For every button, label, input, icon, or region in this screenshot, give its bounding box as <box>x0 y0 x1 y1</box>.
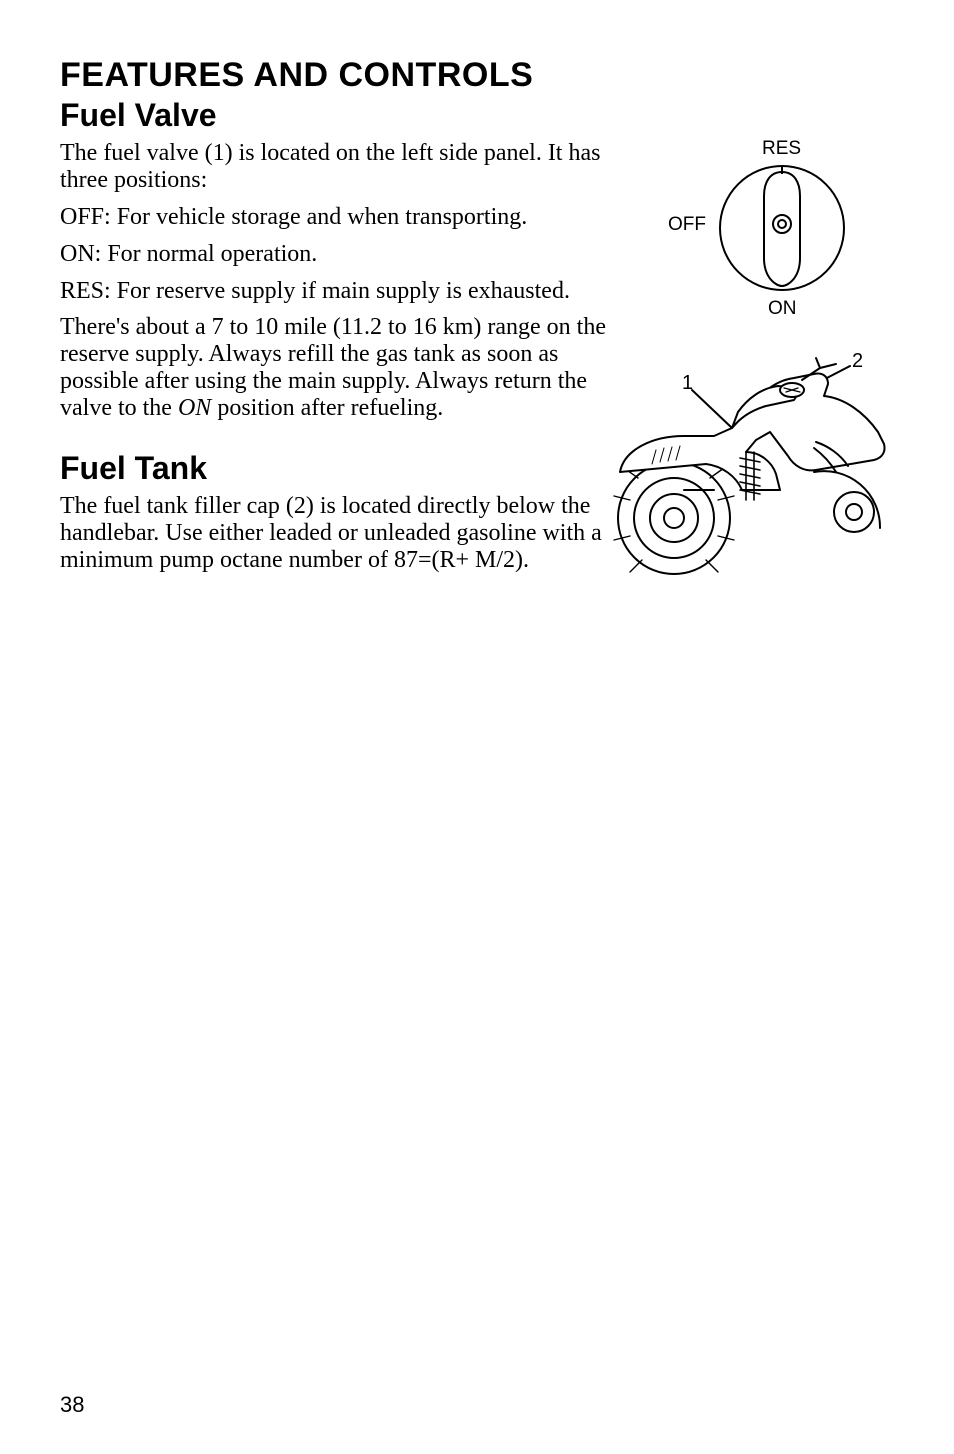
fuel-tank-body: The fuel tank filler cap (2) is located … <box>60 493 610 574</box>
valve-label-on: ON <box>768 298 797 320</box>
page: FEATURES AND CONTROLS Fuel Valve The fue… <box>0 0 954 1454</box>
heading-features-and-controls: FEATURES AND CONTROLS <box>60 56 894 95</box>
fuel-valve-on: ON: For normal operation. <box>60 241 610 268</box>
fuel-valve-off: OFF: For vehicle storage and when transp… <box>60 204 610 231</box>
fuel-valve-range-c: position after refueling. <box>211 395 443 421</box>
fuel-valve-intro: The fuel valve (1) is located on the lef… <box>60 140 610 194</box>
valve-label-off: OFF <box>668 214 706 236</box>
fuel-valve-diagram: RES OFF ON <box>664 138 864 328</box>
fuel-valve-res: RES: For reserve supply if main supply i… <box>60 278 610 305</box>
atv-label-2: 2 <box>852 350 863 373</box>
atv-icon <box>564 340 904 590</box>
fuel-tank-p1: The fuel tank filler cap (2) is located … <box>60 493 610 574</box>
atv-label-1: 1 <box>682 372 693 395</box>
fuel-valve-body: The fuel valve (1) is located on the lef… <box>60 140 610 422</box>
heading-fuel-valve: Fuel Valve <box>60 97 894 134</box>
page-number: 38 <box>60 1392 84 1418</box>
atv-diagram: 1 2 <box>564 340 904 590</box>
fuel-valve-range: There's about a 7 to 10 mile (11.2 to 16… <box>60 314 610 422</box>
fuel-valve-range-on-italic: ON <box>178 395 211 421</box>
valve-label-res: RES <box>762 138 801 160</box>
